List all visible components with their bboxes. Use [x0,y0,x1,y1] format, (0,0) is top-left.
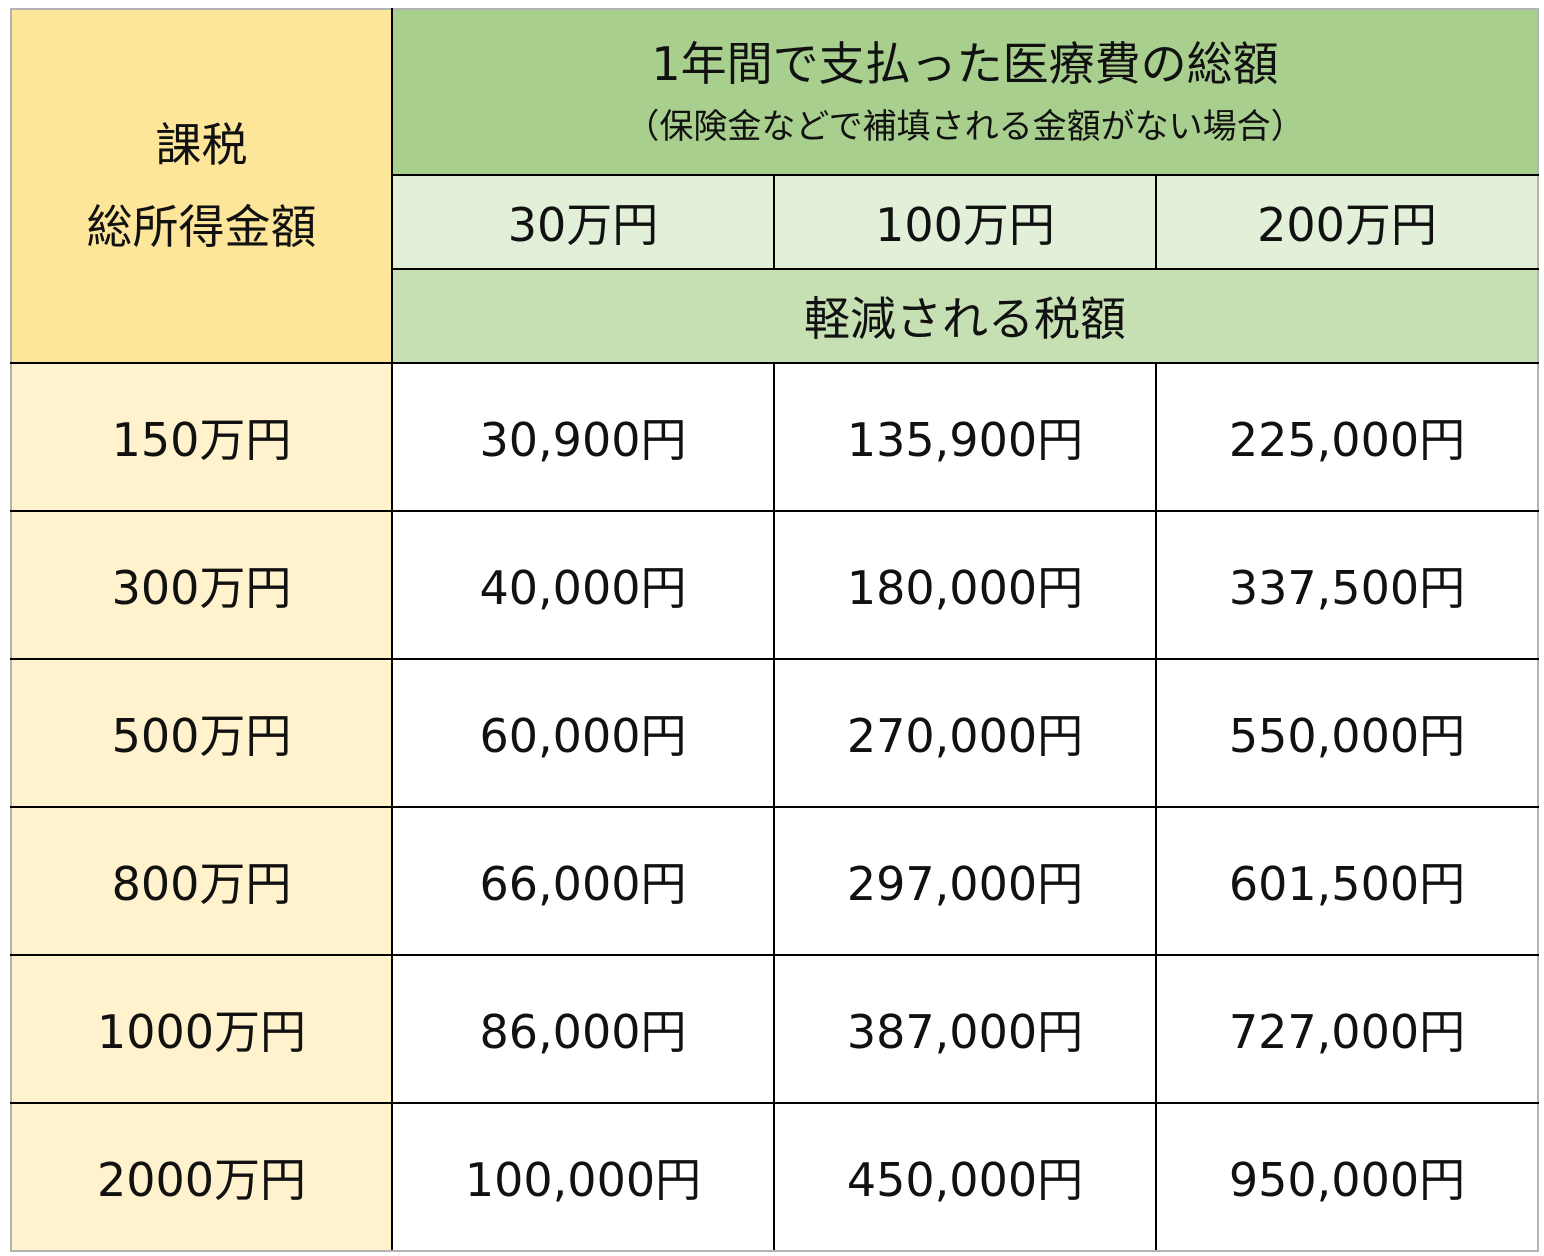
value-cell: 60,000円 [391,658,775,808]
income-cell: 150万円 [10,362,393,512]
value-cell: 297,000円 [773,806,1157,956]
value-cell: 387,000円 [773,954,1157,1104]
income-column-header: 課税 総所得金額 [10,8,393,364]
value-cell: 66,000円 [391,806,775,956]
value-cell: 225,000円 [1155,362,1539,512]
value-cell: 601,500円 [1155,806,1539,956]
value-cell: 337,500円 [1155,510,1539,660]
table-row: 300万円 40,000円 180,000円 337,500円 [10,510,1539,660]
amount-header-2: 200万円 [1155,174,1539,270]
value-cell: 727,000円 [1155,954,1539,1104]
table-row: 2000万円 100,000円 450,000円 950,000円 [10,1102,1539,1252]
value-cell: 950,000円 [1155,1102,1539,1252]
income-cell: 800万円 [10,806,393,956]
tax-reduction-table: 課税 総所得金額 1年間で支払った医療費の総額 （保険金などで補填される金額がな… [10,8,1539,1252]
value-cell: 270,000円 [773,658,1157,808]
value-cell: 30,900円 [391,362,775,512]
value-cell: 550,000円 [1155,658,1539,808]
income-header-line2: 総所得金額 [86,200,317,254]
table-row: 800万円 66,000円 297,000円 601,500円 [10,806,1539,956]
medical-expense-header: 1年間で支払った医療費の総額 （保険金などで補填される金額がない場合） [391,8,1539,176]
income-cell: 500万円 [10,658,393,808]
amount-header-1: 100万円 [773,174,1157,270]
value-cell: 40,000円 [391,510,775,660]
medical-expense-subtitle: （保険金などで補填される金額がない場合） [625,107,1305,147]
reduced-tax-header: 軽減される税額 [391,268,1539,364]
income-cell: 300万円 [10,510,393,660]
income-cell: 2000万円 [10,1102,393,1252]
income-cell: 1000万円 [10,954,393,1104]
table-row: 500万円 60,000円 270,000円 550,000円 [10,658,1539,808]
table-row: 150万円 30,900円 135,900円 225,000円 [10,362,1539,512]
value-cell: 450,000円 [773,1102,1157,1252]
value-cell: 86,000円 [391,954,775,1104]
value-cell: 180,000円 [773,510,1157,660]
table-row: 1000万円 86,000円 387,000円 727,000円 [10,954,1539,1104]
medical-expense-title: 1年間で支払った医療費の総額 [651,37,1279,91]
income-header-line1: 課税 [155,118,248,172]
value-cell: 100,000円 [391,1102,775,1252]
amount-header-0: 30万円 [391,174,775,270]
value-cell: 135,900円 [773,362,1157,512]
